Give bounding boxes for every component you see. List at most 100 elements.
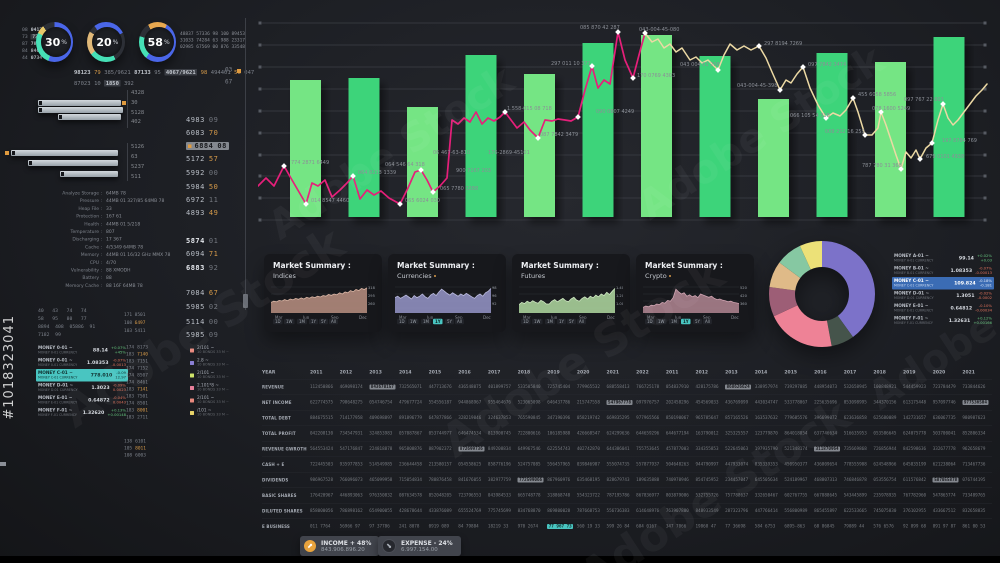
- money-row[interactable]: MONEY F-01 ~ MONEY F-01 CURRENCY 1.32620 +0…: [38, 407, 126, 417]
- sidebar-bar[interactable]: [5, 150, 118, 156]
- range-button-5y[interactable]: 5Y: [567, 318, 577, 325]
- income-badge[interactable]: ⬈ INCOME + 48% 843.906.896.20: [300, 536, 380, 556]
- donut-chart[interactable]: [764, 236, 880, 352]
- money-row[interactable]: MONEY C-01 ~ MONEY C-01 CURRENCY 778.010 -0…: [36, 369, 128, 382]
- table-header-2018[interactable]: 2018: [517, 370, 531, 375]
- money-row[interactable]: MONEY B-01 ~ MONEY B-01 CURRENCY 1.08353 -0…: [894, 265, 992, 275]
- sidebar-bar[interactable]: [28, 160, 118, 166]
- range-button-all[interactable]: All: [702, 318, 712, 325]
- number-row[interactable]: 5985 02: [186, 303, 219, 311]
- table-header-2015[interactable]: 2015: [428, 370, 442, 375]
- data-point-marker[interactable]: [715, 67, 721, 73]
- sidebar-bar[interactable]: [38, 100, 126, 106]
- range-button-1m[interactable]: 1M: [545, 318, 556, 325]
- range-button-all[interactable]: All: [454, 318, 464, 325]
- money-row[interactable]: MONEY A-01 ~ MONEY A-01 CURRENCY 99.14 +0.0…: [894, 253, 992, 263]
- number-row[interactable]: 6972 11: [186, 196, 219, 204]
- number-row[interactable]: 6083 70: [186, 129, 219, 137]
- number-row[interactable]: 6884 08: [186, 142, 229, 150]
- data-point-marker[interactable]: [630, 75, 636, 81]
- table-header-2021[interactable]: 2021: [606, 370, 620, 375]
- money-row[interactable]: MONEY D-01 ~ MONEY D-01 CURRENCY 1.3023 -0.…: [38, 382, 126, 392]
- table-header-2020[interactable]: 2020: [576, 370, 590, 375]
- sidebar-bar[interactable]: [60, 171, 118, 177]
- table-header-2016[interactable]: 2016: [814, 370, 827, 375]
- number-row[interactable]: 5992 00: [186, 169, 219, 177]
- green-bar-10[interactable]: [816, 53, 848, 217]
- range-button-1d[interactable]: 1D: [645, 318, 655, 325]
- data-point-marker[interactable]: [878, 109, 884, 115]
- range-button-1w[interactable]: 1W: [408, 318, 419, 325]
- range-button-1y[interactable]: 1Y: [433, 318, 443, 325]
- table-header-2016[interactable]: 2016: [458, 370, 471, 375]
- green-bar-7[interactable]: [641, 35, 672, 217]
- data-point-marker[interactable]: [850, 95, 856, 101]
- money-row[interactable]: MONEY E-01 ~ MONEY E-01 CURRENCY 0.64812 -0…: [894, 303, 992, 313]
- table-header-2017[interactable]: 2017: [843, 370, 857, 375]
- range-button-1d[interactable]: 1D: [521, 318, 531, 325]
- number-row[interactable]: 5984 50: [186, 183, 219, 191]
- data-point-marker[interactable]: [642, 30, 648, 36]
- data-point-marker[interactable]: [575, 114, 581, 120]
- sidebar-bar[interactable]: [38, 107, 123, 113]
- table-header-2012[interactable]: 2012: [695, 370, 709, 375]
- table-header-2020[interactable]: 2020: [932, 370, 946, 375]
- money-row[interactable]: MONEY 0-01 ~ MONEY 0-01 CURRENCY 1.08353 -0…: [38, 357, 126, 367]
- donut-segment-4[interactable]: [769, 241, 875, 347]
- table-header-2019[interactable]: 2019: [547, 370, 560, 375]
- table-header-2012[interactable]: 2012: [339, 370, 353, 375]
- table-header-2018[interactable]: 2018: [873, 370, 886, 375]
- data-point-marker[interactable]: [917, 156, 923, 162]
- range-button-5y[interactable]: 5Y: [319, 318, 329, 325]
- data-point-marker[interactable]: [535, 135, 541, 141]
- table-header-2013[interactable]: 2013: [725, 370, 738, 375]
- money-row[interactable]: MONEY 0-01 ~ MONEY 0-01 CURRENCY 88.14 +0.0…: [38, 345, 126, 355]
- range-button-all[interactable]: All: [577, 318, 587, 325]
- range-button-1m[interactable]: 1M: [669, 318, 680, 325]
- number-row[interactable]: 5172 57: [186, 155, 219, 163]
- scroll-track[interactable]: [245, 18, 246, 310]
- donut-segment-7[interactable]: [769, 241, 875, 347]
- table-header-2011[interactable]: 2011: [310, 370, 323, 375]
- number-row[interactable]: 4893 49: [186, 209, 219, 217]
- number-row[interactable]: 5874 01: [186, 237, 219, 245]
- donut-segment-3[interactable]: [769, 241, 875, 347]
- green-bar-9[interactable]: [758, 99, 789, 217]
- table-header-2021[interactable]: 2021: [962, 370, 975, 375]
- data-point-marker[interactable]: [800, 64, 806, 70]
- data-point-marker[interactable]: [898, 166, 904, 172]
- range-button-1y[interactable]: 1Y: [557, 318, 567, 325]
- range-button-1m[interactable]: 1M: [297, 318, 308, 325]
- number-row[interactable]: 7084 67: [186, 289, 219, 297]
- data-point-marker[interactable]: [862, 132, 868, 138]
- range-button-all[interactable]: All: [329, 318, 339, 325]
- data-point-marker[interactable]: [589, 63, 595, 69]
- range-button-1w[interactable]: 1W: [532, 318, 543, 325]
- range-button-1d[interactable]: 1D: [397, 318, 407, 325]
- green-bar-8[interactable]: [699, 56, 731, 217]
- table-header-2013[interactable]: 2013: [369, 370, 382, 375]
- range-button-1w[interactable]: 1W: [284, 318, 295, 325]
- market-summary-card-futures[interactable]: Market Summary : Futures Mar Jun Sep Dec 1.40 1…: [512, 254, 630, 332]
- data-point-marker[interactable]: [756, 43, 762, 49]
- range-button-1m[interactable]: 1M: [421, 318, 432, 325]
- table-header-2014[interactable]: 2014: [754, 370, 768, 375]
- green-bar-4[interactable]: [465, 55, 497, 217]
- number-row[interactable]: 6883 92: [186, 264, 219, 272]
- main-bar-line-chart[interactable]: 774 2871 6449 014 8547 4460 064 8213 1339 0…: [258, 13, 988, 237]
- scroll-handle[interactable]: [243, 294, 248, 308]
- money-row[interactable]: MONEY C-01 ~ MONEY C-01 CURRENCY 109.824 -0…: [892, 277, 994, 290]
- green-bar-1[interactable]: [290, 80, 321, 217]
- data-point-marker[interactable]: [777, 87, 783, 93]
- range-button-5y[interactable]: 5Y: [692, 318, 702, 325]
- range-button-1w[interactable]: 1W: [656, 318, 667, 325]
- data-point-marker[interactable]: [823, 115, 829, 121]
- green-bar-3[interactable]: [407, 107, 438, 217]
- table-header-2019[interactable]: 2019: [903, 370, 916, 375]
- table-header-2014[interactable]: 2014: [398, 370, 412, 375]
- money-row[interactable]: MONEY E-01 ~ MONEY E-01 CURRENCY 0.64872 -0…: [38, 395, 126, 405]
- market-summary-card-crypto[interactable]: Market Summary :Crypto Mar Jun Sep Dec 5200 42…: [636, 254, 754, 332]
- table-header-2017[interactable]: 2017: [487, 370, 501, 375]
- table-header-2015[interactable]: 2015: [784, 370, 797, 375]
